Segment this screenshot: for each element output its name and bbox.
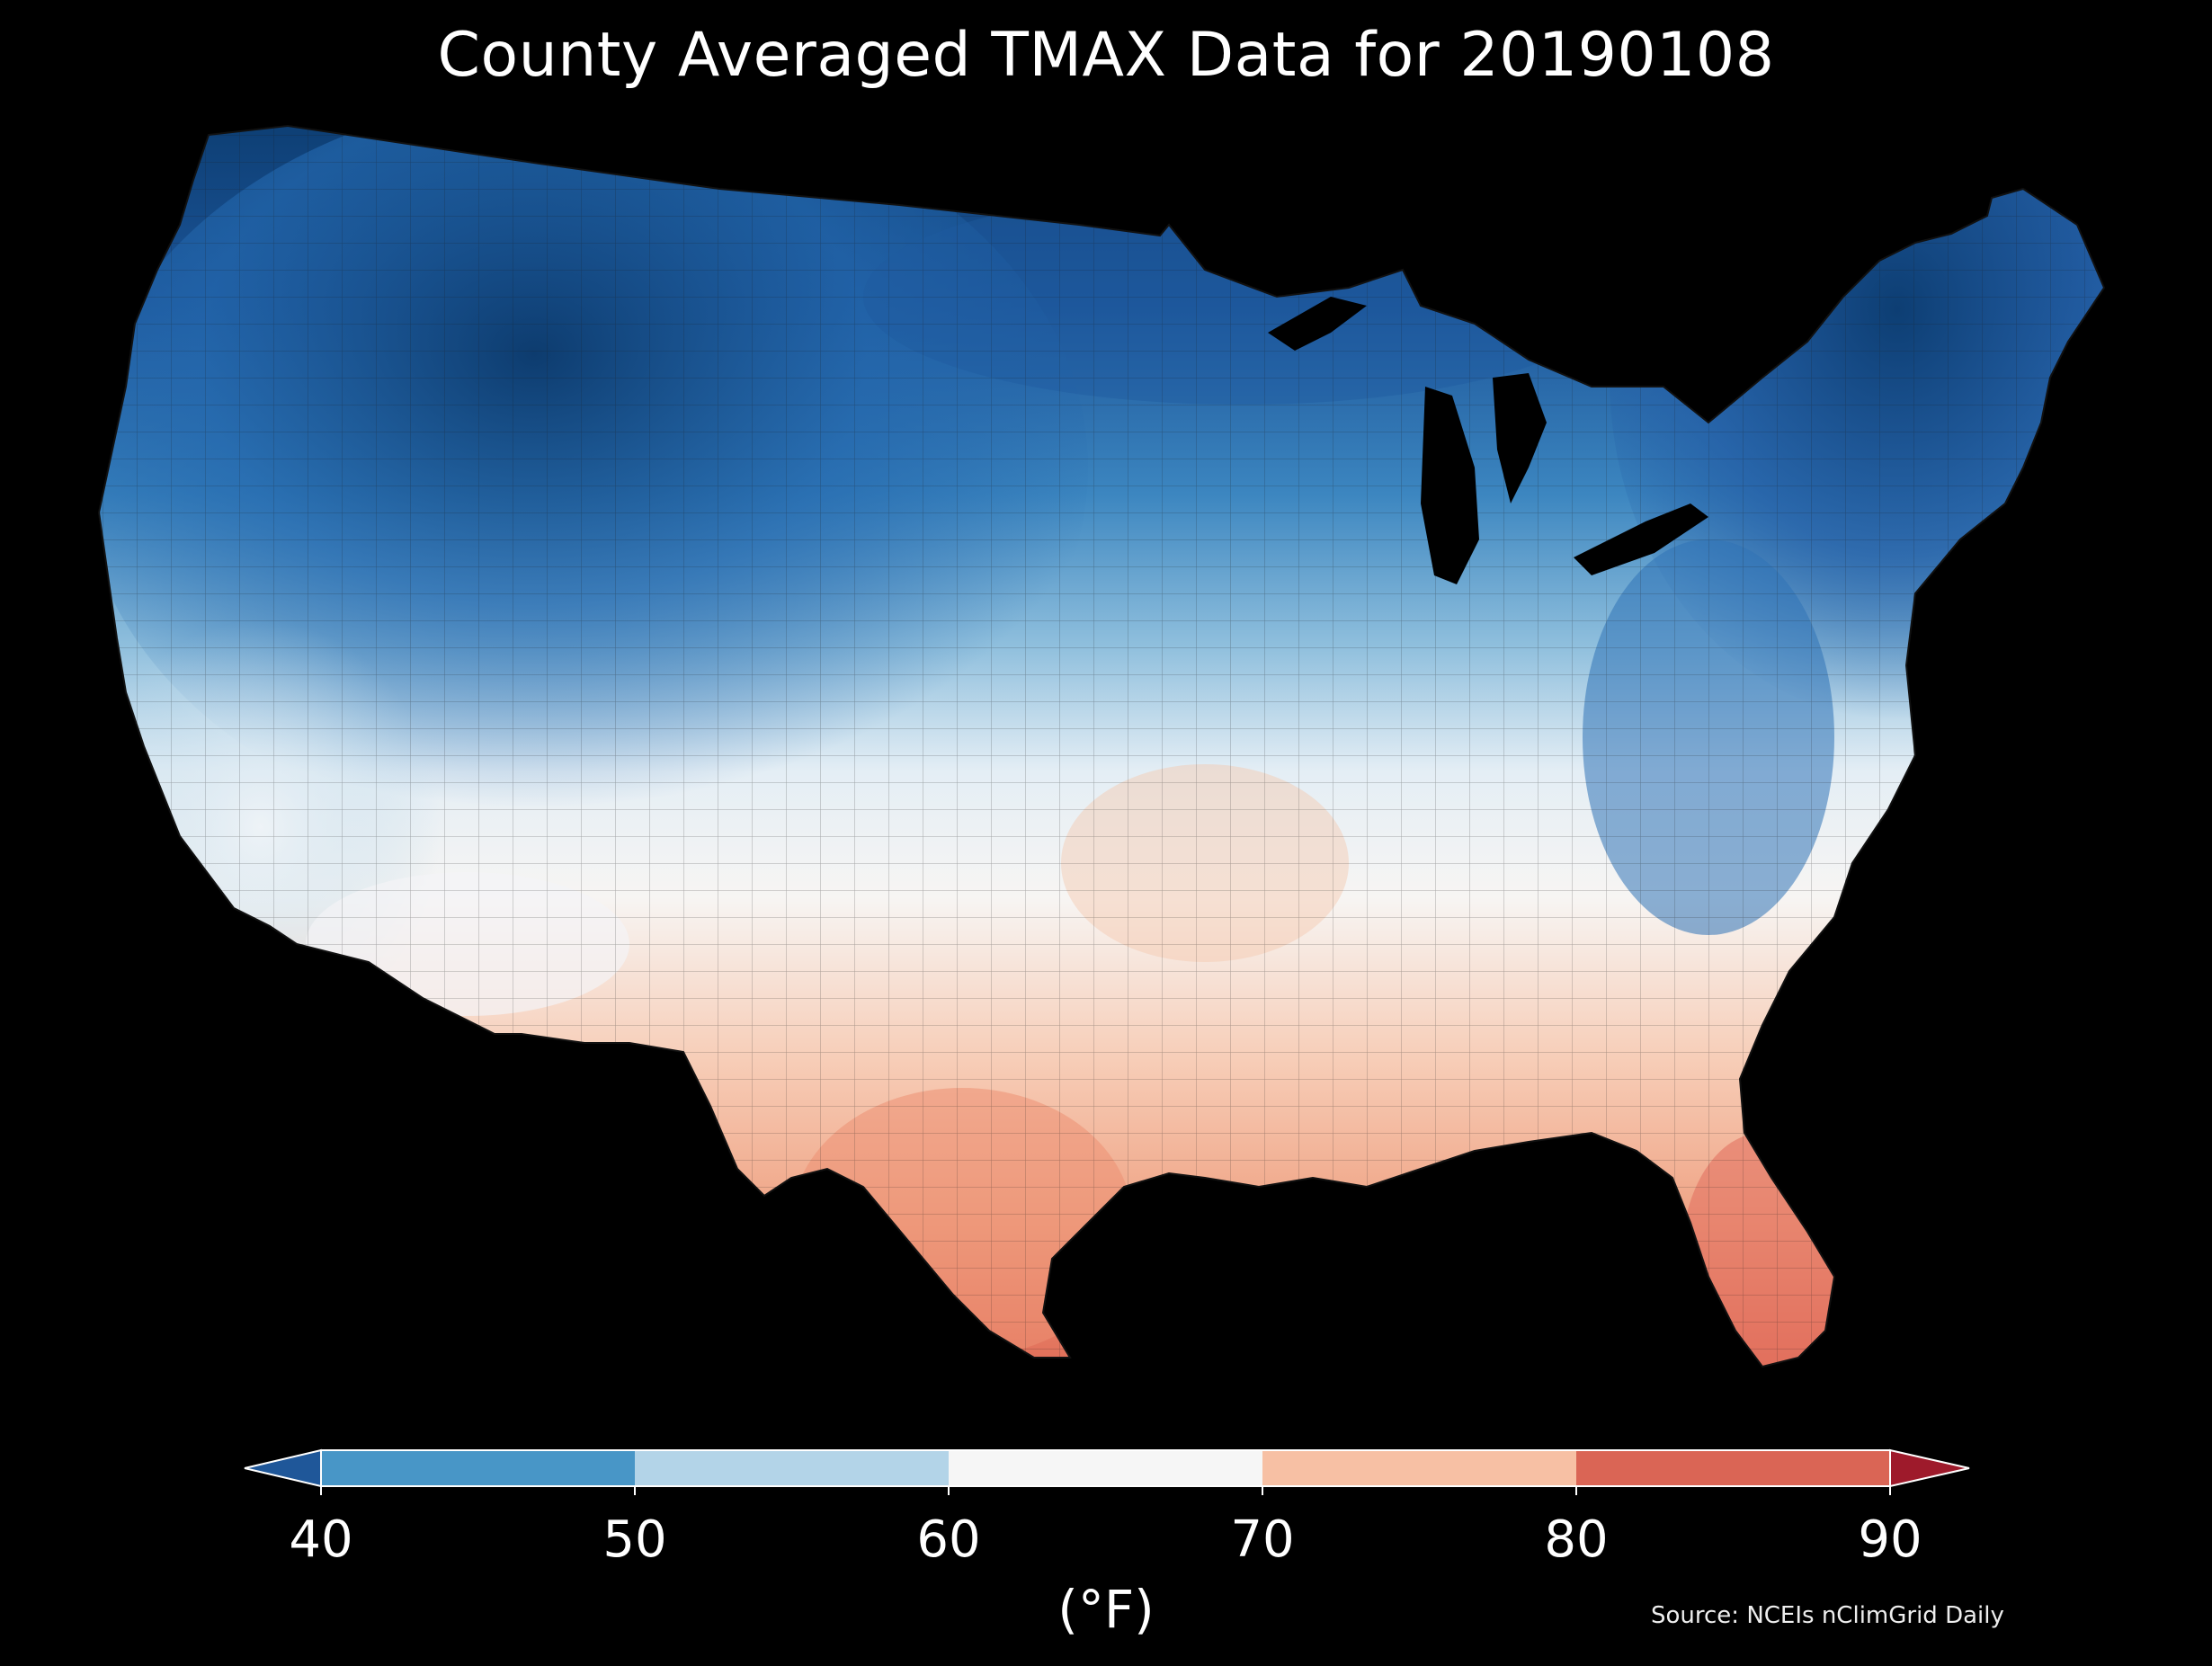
colorbar-tick-label-70: 70: [1230, 1510, 1295, 1569]
colorbar-bin-50-60: [635, 1450, 949, 1486]
lake-michigan: [1421, 387, 1479, 584]
colorbar-tick-label-80: 80: [1544, 1510, 1609, 1569]
colorbar-bin-40-50: [321, 1450, 635, 1486]
great-lakes: [1268, 297, 1708, 584]
colorbar-ticks: [320, 1486, 1891, 1495]
colorbar-bin-80-90: [1576, 1450, 1890, 1486]
colorbar-bin-60-70: [949, 1450, 1262, 1486]
source-credit: Source: NCEIs nClimGrid Daily: [1651, 1602, 2004, 1629]
colorbar-under-arrow: [244, 1448, 322, 1488]
colorbar-over-arrow: [1889, 1448, 1970, 1488]
colorbar-unit-label: (°F): [1057, 1579, 1155, 1640]
colorbar-tick-label-50: 50: [602, 1510, 667, 1569]
map-title: County Averaged TMAX Data for 20190108: [437, 20, 1775, 91]
colorbar-tick-label-60: 60: [916, 1510, 981, 1569]
lake-huron: [1493, 373, 1547, 503]
colorbar-tick-label-40: 40: [289, 1510, 353, 1569]
colorbar-frame: [320, 1449, 1891, 1487]
lake-erie: [1574, 503, 1708, 575]
colorbar-tick-label-90: 90: [1858, 1510, 1922, 1569]
colorbar-bin-70-80: [1262, 1450, 1576, 1486]
lake-superior: [1268, 297, 1367, 351]
